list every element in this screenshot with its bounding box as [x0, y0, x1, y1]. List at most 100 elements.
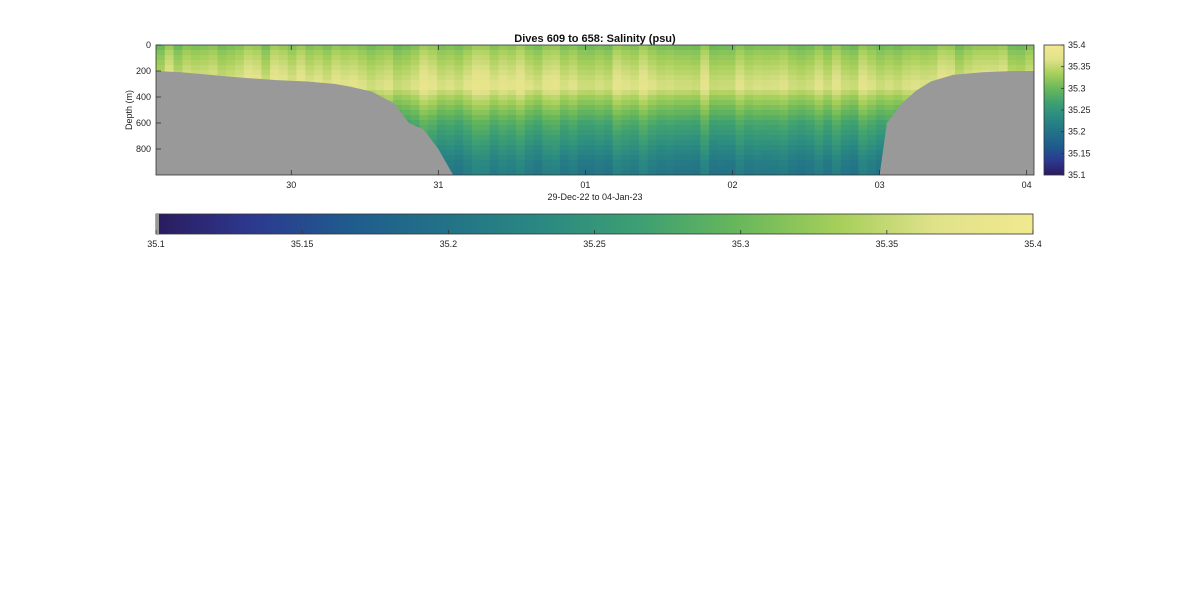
salinity-cell	[357, 45, 368, 51]
salinity-cell	[515, 55, 526, 61]
salinity-cell	[735, 90, 745, 96]
salinity-cell	[252, 65, 262, 71]
salinity-cell	[884, 50, 895, 56]
horizontal-colorbar-tick-label: 35.2	[440, 239, 458, 249]
salinity-cell	[954, 60, 965, 66]
salinity-cell	[524, 130, 535, 136]
salinity-cell	[717, 60, 728, 66]
salinity-cell	[595, 90, 605, 96]
salinity-cell	[515, 110, 526, 116]
salinity-cell	[875, 70, 886, 76]
salinity-cell	[867, 170, 877, 175]
salinity-cell	[472, 60, 482, 66]
salinity-cell	[647, 65, 658, 71]
salinity-cell	[638, 165, 649, 171]
salinity-cell	[735, 95, 745, 101]
salinity-cell	[840, 80, 851, 86]
salinity-cell	[393, 60, 403, 66]
salinity-cell	[595, 155, 605, 161]
salinity-cell	[454, 125, 464, 131]
salinity-cell	[612, 65, 622, 71]
salinity-cell	[393, 65, 403, 71]
salinity-cell	[832, 165, 842, 171]
salinity-cell	[902, 45, 912, 51]
salinity-cell	[577, 135, 587, 141]
salinity-cell	[603, 145, 614, 151]
salinity-cell	[595, 130, 605, 136]
salinity-cell	[726, 70, 737, 76]
salinity-cell	[524, 115, 535, 121]
salinity-cell	[436, 110, 447, 116]
salinity-cell	[744, 50, 754, 56]
salinity-cell	[595, 165, 605, 171]
salinity-cell	[208, 50, 219, 56]
salinity-cell	[893, 100, 903, 106]
salinity-cell	[454, 115, 464, 121]
salinity-cell	[805, 115, 816, 121]
salinity-cell	[603, 45, 614, 51]
salinity-cell	[682, 170, 693, 175]
salinity-cell	[840, 110, 851, 116]
salinity-cell	[674, 170, 684, 175]
salinity-cell	[647, 150, 658, 156]
salinity-cell	[867, 70, 877, 76]
salinity-cell	[674, 50, 684, 56]
salinity-cell	[893, 50, 903, 56]
salinity-cell	[902, 65, 912, 71]
salinity-cell	[454, 140, 464, 146]
salinity-cell	[217, 65, 227, 71]
salinity-cell	[586, 70, 596, 76]
salinity-cell	[665, 125, 675, 131]
salinity-cell	[603, 90, 614, 96]
salinity-cell	[691, 60, 701, 66]
salinity-cell	[832, 135, 842, 141]
salinity-cell	[858, 105, 868, 111]
salinity-cell	[428, 85, 438, 91]
salinity-cell	[735, 145, 745, 151]
salinity-cell	[322, 70, 333, 76]
salinity-cell	[700, 135, 710, 141]
salinity-cell	[700, 130, 710, 136]
salinity-cell	[577, 110, 587, 116]
salinity-cell	[761, 140, 772, 146]
salinity-cell	[832, 45, 842, 51]
salinity-cell	[867, 135, 877, 141]
salinity-cell	[630, 105, 640, 111]
salinity-cell	[717, 65, 728, 71]
salinity-cell	[867, 60, 877, 66]
salinity-cell	[796, 140, 807, 146]
salinity-cell	[726, 95, 737, 101]
salinity-cell	[515, 120, 526, 126]
salinity-cell	[919, 75, 930, 81]
salinity-cell	[472, 155, 482, 161]
salinity-cell	[436, 135, 447, 141]
salinity-cell	[393, 85, 403, 91]
salinity-cell	[507, 80, 517, 86]
salinity-cell	[445, 135, 456, 141]
salinity-cell	[235, 45, 245, 51]
salinity-cell	[498, 90, 508, 96]
salinity-cell	[507, 160, 517, 166]
salinity-cell	[709, 50, 719, 56]
salinity-cell	[621, 55, 631, 61]
salinity-cell	[515, 50, 526, 56]
salinity-cell	[357, 60, 368, 66]
salinity-cell	[779, 100, 789, 106]
salinity-cell	[682, 60, 693, 66]
salinity-cell	[823, 155, 833, 161]
salinity-cell	[595, 45, 605, 51]
salinity-cell	[858, 95, 868, 101]
salinity-cell	[805, 145, 816, 151]
salinity-cell	[586, 100, 596, 106]
salinity-cell	[375, 60, 385, 66]
salinity-cell	[603, 105, 614, 111]
salinity-cell	[744, 70, 754, 76]
horizontal-colorbar-tick-label: 35.1	[147, 239, 165, 249]
salinity-cell	[840, 105, 851, 111]
salinity-cell	[761, 60, 772, 66]
salinity-cell	[832, 55, 842, 61]
salinity-cell	[779, 120, 789, 126]
salinity-cell	[691, 165, 701, 171]
salinity-cell	[533, 50, 543, 56]
salinity-cell	[630, 60, 640, 66]
